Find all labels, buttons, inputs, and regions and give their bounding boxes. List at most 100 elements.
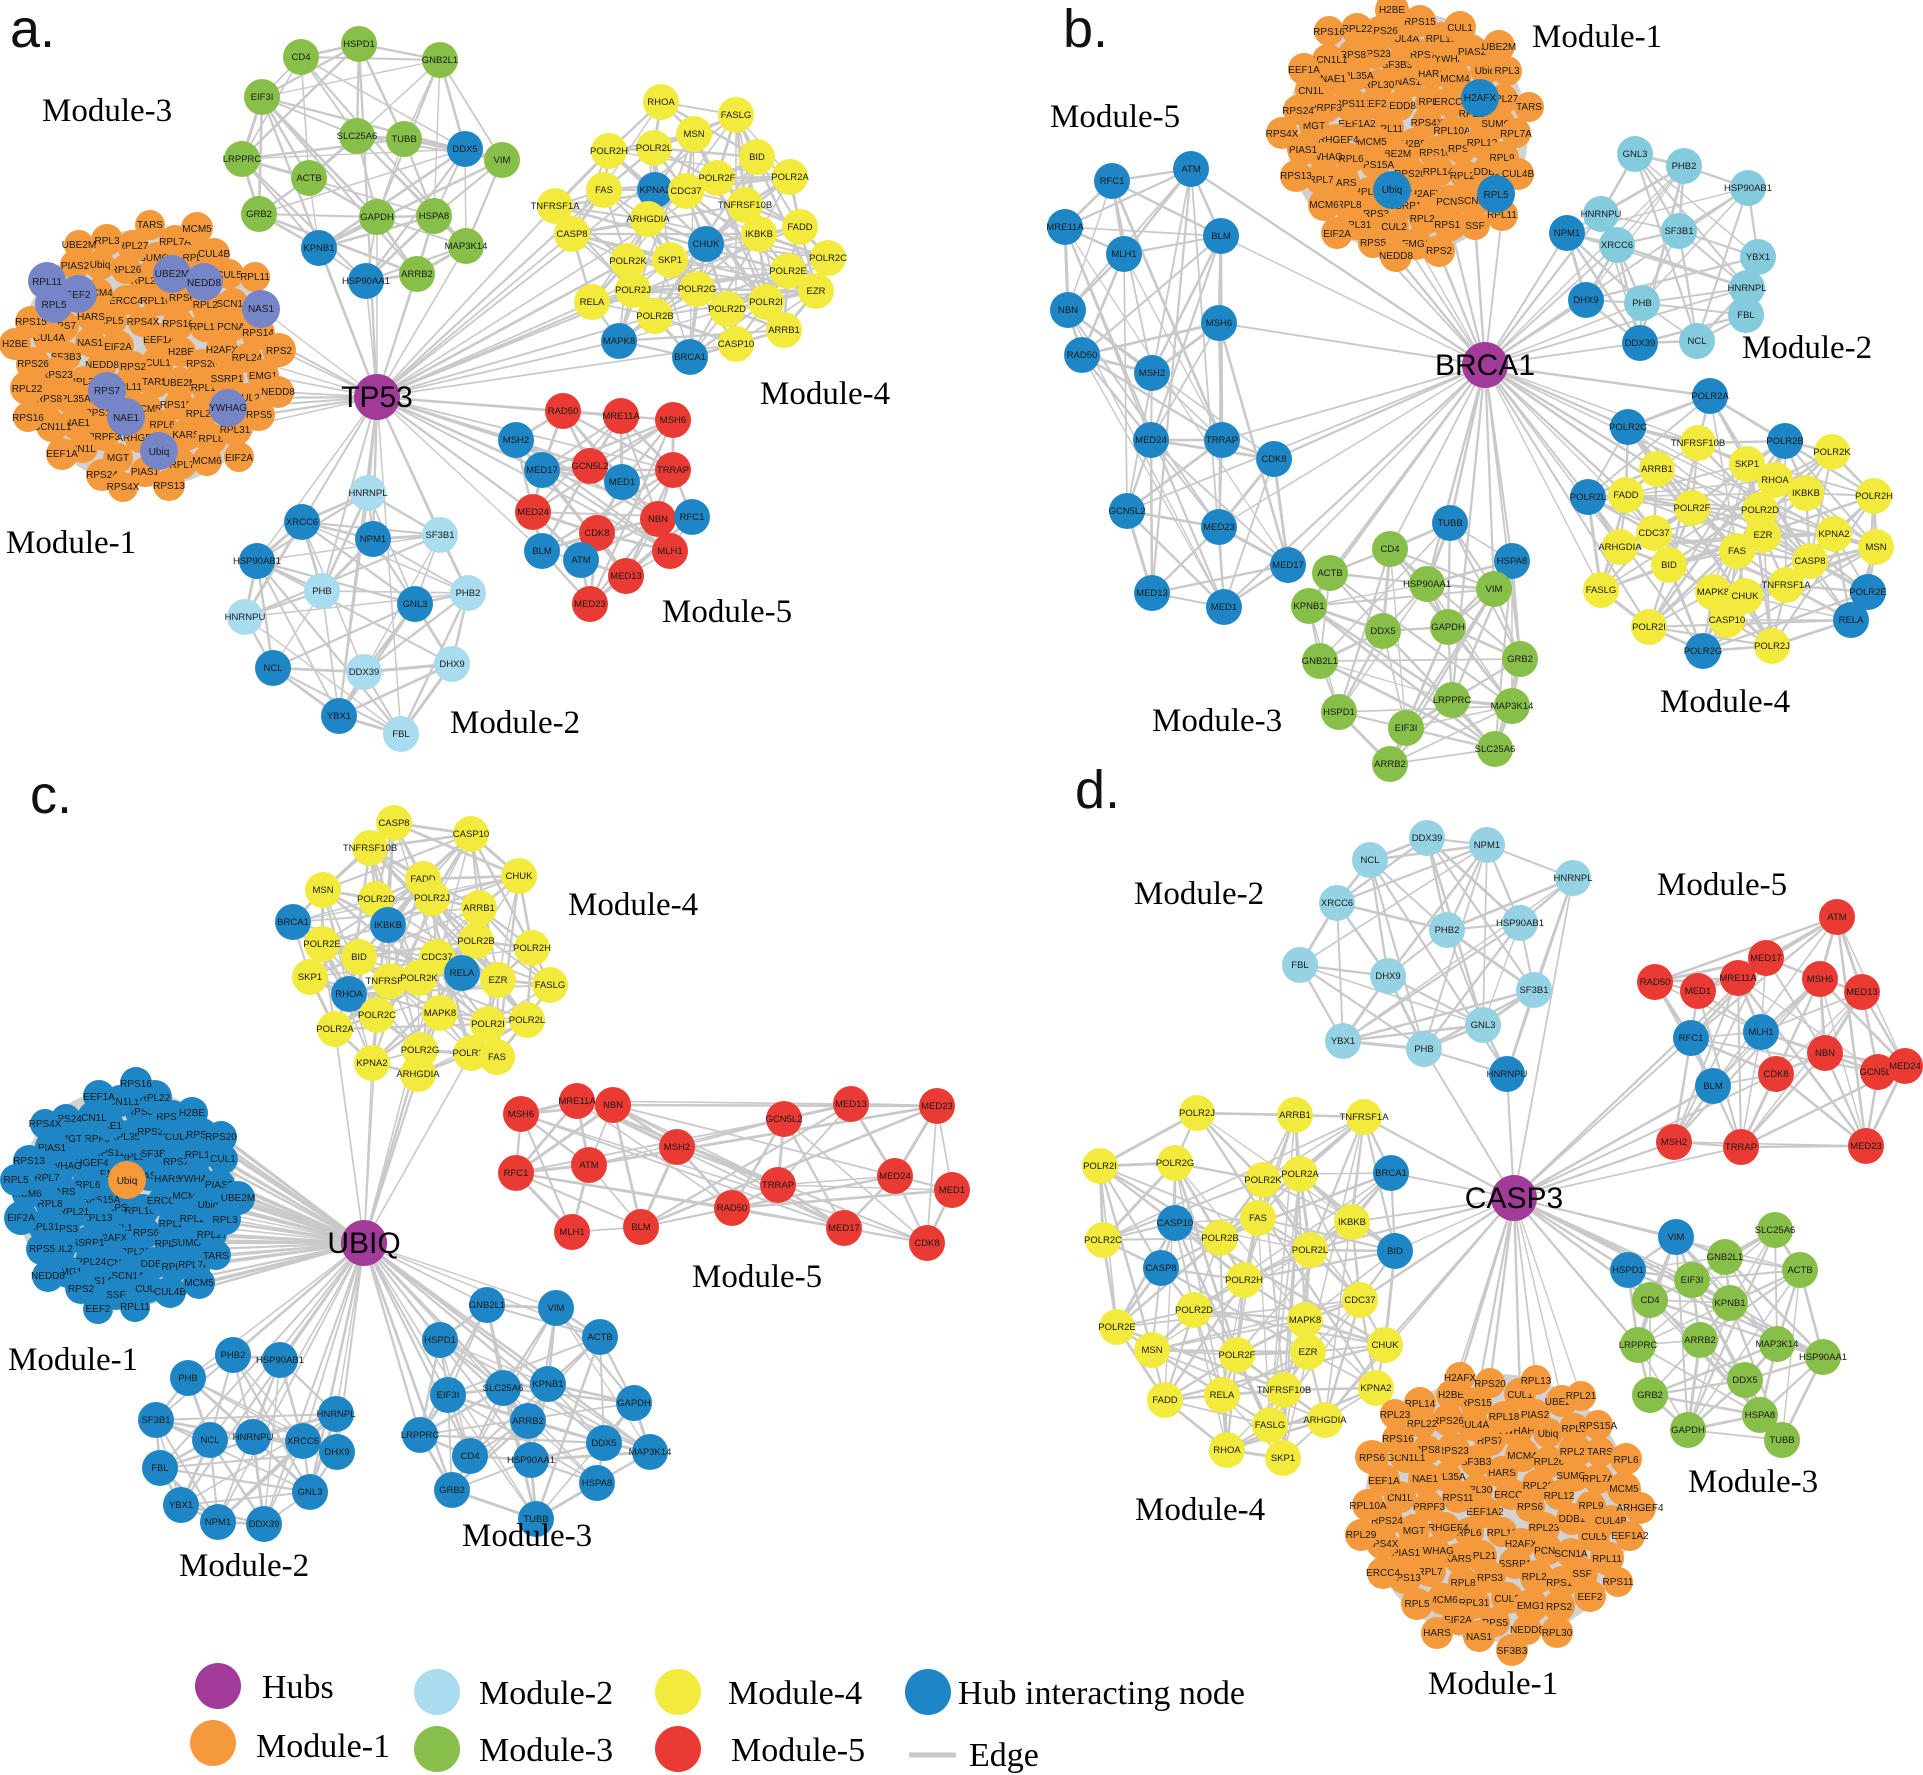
- svg-text:SSRP1: SSRP1: [211, 374, 244, 385]
- svg-text:RPL26: RPL26: [180, 1214, 211, 1225]
- svg-text:SUMO3: SUMO3: [1481, 119, 1517, 130]
- svg-text:EEF2: EEF2: [85, 1304, 110, 1315]
- svg-text:RPS15: RPS15: [15, 317, 47, 328]
- svg-text:HNRNPL: HNRNPL: [348, 488, 387, 499]
- svg-text:TUBB: TUBB: [1769, 1435, 1794, 1446]
- svg-text:FADD: FADD: [410, 874, 435, 885]
- svg-text:NAS1: NAS1: [248, 304, 275, 315]
- svg-text:POLR2E: POLR2E: [769, 266, 807, 277]
- svg-text:DHX9: DHX9: [324, 1447, 349, 1458]
- svg-text:TRRAP: TRRAP: [762, 1180, 794, 1191]
- svg-text:DDX39: DDX39: [349, 667, 380, 678]
- svg-text:Module-5: Module-5: [731, 1732, 865, 1769]
- svg-text:RPS15A: RPS15A: [82, 1195, 121, 1206]
- svg-text:RPL23: RPL23: [1380, 1410, 1411, 1421]
- svg-text:RPL23: RPL23: [193, 300, 224, 311]
- svg-text:SCN1A: SCN1A: [111, 1271, 145, 1282]
- svg-text:MED24: MED24: [879, 1171, 911, 1182]
- svg-text:PRPF3: PRPF3: [1413, 1502, 1446, 1513]
- svg-text:ATM: ATM: [579, 1160, 598, 1171]
- svg-text:MSH2: MSH2: [1139, 368, 1165, 379]
- svg-text:SF3B3: SF3B3: [51, 352, 82, 363]
- svg-text:TARS: TARS: [142, 377, 168, 388]
- svg-text:CUL4B: CUL4B: [1595, 1516, 1628, 1527]
- svg-text:POLR2E: POLR2E: [1098, 1322, 1136, 1333]
- svg-text:CUL1: CUL1: [1507, 1390, 1533, 1401]
- svg-text:SUMO3: SUMO3: [171, 1238, 207, 1249]
- svg-text:PIAS1: PIAS1: [1392, 1548, 1421, 1559]
- svg-text:POLR2C: POLR2C: [358, 1010, 396, 1021]
- svg-text:H2AFX: H2AFX: [206, 345, 239, 356]
- svg-text:YWHAH: YWHAH: [177, 1174, 214, 1185]
- svg-text:EIF3I: EIF3I: [1681, 1275, 1704, 1286]
- svg-text:POLR2L: POLR2L: [509, 1015, 545, 1026]
- svg-text:GCN1L1: GCN1L1: [1309, 55, 1348, 66]
- svg-text:EIF2A: EIF2A: [1444, 1615, 1472, 1626]
- svg-text:CUL1: CUL1: [210, 1154, 236, 1165]
- svg-text:RPS2: RPS2: [1426, 246, 1453, 257]
- svg-text:PRPF3: PRPF3: [78, 1134, 111, 1145]
- svg-text:MCM5: MCM5: [182, 224, 212, 235]
- svg-text:SSRP1: SSRP1: [1499, 1559, 1532, 1570]
- svg-text:RHOA: RHOA: [1213, 1445, 1241, 1456]
- svg-text:CDC37: CDC37: [421, 952, 452, 963]
- svg-text:FASLG: FASLG: [1586, 585, 1617, 596]
- svg-text:YWHAH: YWHAH: [1434, 54, 1471, 65]
- svg-text:POLR2K: POLR2K: [609, 256, 647, 267]
- svg-text:EEF1A: EEF1A: [143, 335, 175, 346]
- svg-text:CD4: CD4: [291, 52, 310, 63]
- svg-text:POLR2L: POLR2L: [636, 143, 672, 154]
- svg-text:NBN: NBN: [1815, 1048, 1835, 1059]
- svg-text:RPL7A: RPL7A: [1500, 129, 1532, 140]
- svg-text:SF3B1: SF3B1: [141, 1415, 170, 1426]
- svg-text:CUL4B: CUL4B: [198, 249, 231, 260]
- svg-text:PIAS1: PIAS1: [131, 467, 160, 478]
- svg-text:EMG1: EMG1: [1402, 239, 1431, 250]
- svg-text:FASLG: FASLG: [721, 110, 752, 121]
- svg-text:MCM5: MCM5: [184, 1278, 214, 1289]
- svg-text:RPS2: RPS2: [266, 346, 293, 357]
- svg-text:POLR2C: POLR2C: [809, 253, 847, 264]
- svg-text:MAPK8: MAPK8: [603, 336, 635, 347]
- svg-text:MSH2: MSH2: [1661, 1137, 1687, 1148]
- svg-text:NAS1: NAS1: [1395, 77, 1422, 88]
- svg-text:SSRP1: SSRP1: [72, 1238, 105, 1249]
- svg-text:DHX9: DHX9: [1573, 295, 1598, 306]
- svg-text:POLR2F: POLR2F: [453, 1048, 490, 1059]
- svg-text:NAS1: NAS1: [1466, 1632, 1493, 1643]
- svg-text:RPS4X: RPS4X: [1366, 1539, 1399, 1550]
- svg-text:FBL: FBL: [1291, 960, 1308, 971]
- svg-text:SSF: SSF: [106, 1290, 125, 1301]
- svg-text:RPS8: RPS8: [36, 394, 63, 405]
- svg-text:CDC37: CDC37: [1344, 1295, 1375, 1306]
- svg-text:POLR2I: POLR2I: [749, 297, 783, 308]
- svg-text:RPL5: RPL5: [41, 300, 66, 311]
- svg-text:MRE11A: MRE11A: [1046, 222, 1084, 233]
- svg-text:RPS11: RPS11: [94, 1148, 125, 1159]
- svg-text:RPL27: RPL27: [1560, 1447, 1591, 1458]
- svg-text:SSRP1: SSRP1: [1389, 201, 1422, 212]
- svg-text:MAP3K14: MAP3K14: [629, 1447, 672, 1458]
- svg-text:FBL: FBL: [392, 729, 409, 740]
- svg-text:FADD: FADD: [787, 222, 812, 233]
- svg-text:RPL7: RPL7: [1308, 175, 1333, 186]
- svg-text:RPL35A: RPL35A: [1428, 1472, 1466, 1483]
- svg-text:RPS15: RPS15: [1460, 1398, 1492, 1409]
- svg-text:MED17: MED17: [526, 465, 558, 476]
- svg-text:TNFRSF1A: TNFRSF1A: [1339, 1112, 1389, 1123]
- svg-text:Module-4: Module-4: [760, 376, 890, 412]
- svg-text:POLR2B: POLR2B: [1766, 436, 1804, 447]
- svg-text:HSP90AA1: HSP90AA1: [1403, 579, 1451, 590]
- svg-text:CDK8: CDK8: [1763, 1069, 1788, 1080]
- svg-text:HARS: HARS: [1418, 69, 1446, 80]
- svg-text:CUL2: CUL2: [47, 1244, 73, 1255]
- svg-text:TARS: TARS: [203, 1251, 229, 1262]
- svg-text:RPS4X: RPS4X: [29, 1119, 62, 1130]
- svg-text:RPS14: RPS14: [80, 1276, 112, 1287]
- svg-text:HNRNPL: HNRNPL: [1727, 283, 1766, 294]
- svg-text:Module-1: Module-1: [256, 1728, 390, 1765]
- svg-text:Ubiq: Ubiq: [1382, 185, 1403, 196]
- svg-text:RELA: RELA: [1839, 615, 1864, 626]
- svg-text:ARRB2: ARRB2: [401, 269, 433, 280]
- svg-text:EEF1A: EEF1A: [46, 449, 78, 460]
